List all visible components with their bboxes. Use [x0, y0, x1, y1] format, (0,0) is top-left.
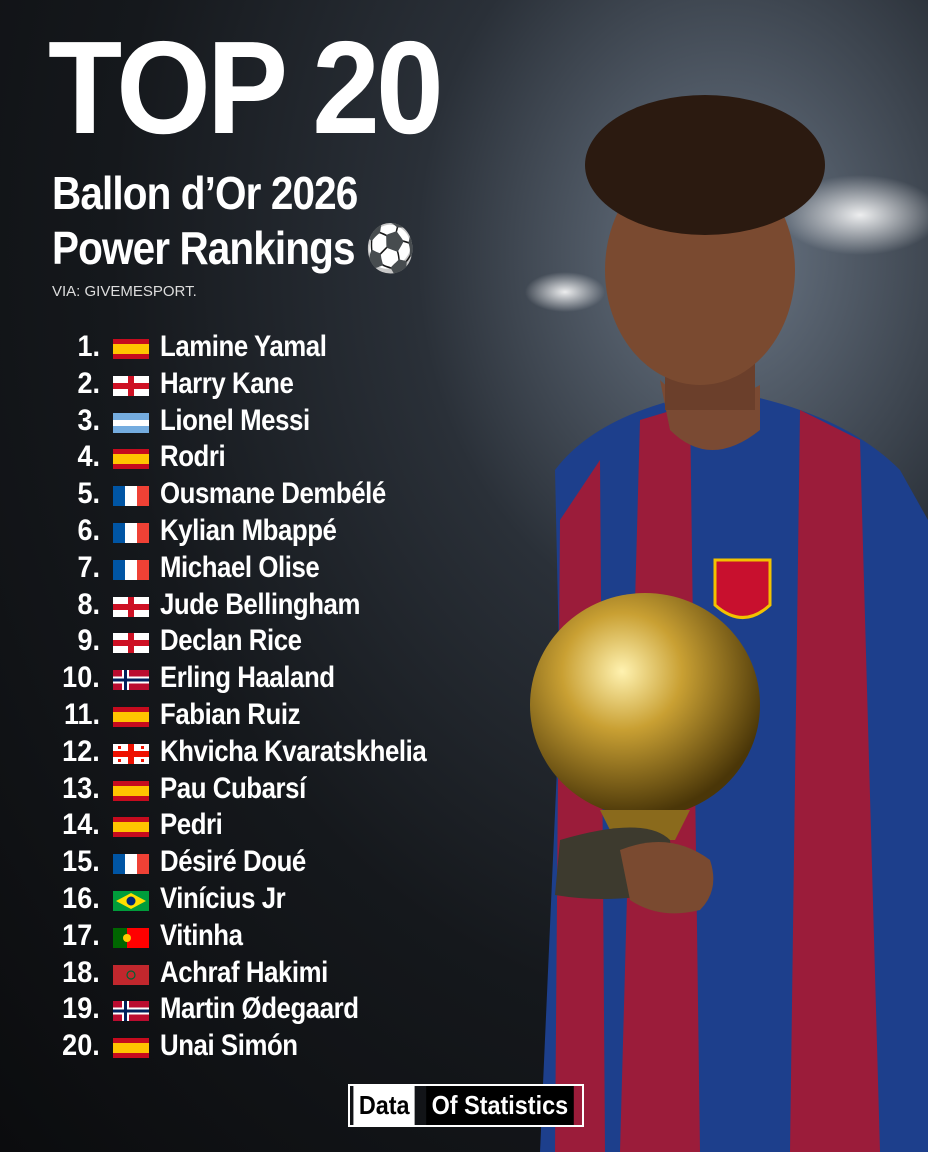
flag-icon — [113, 1038, 149, 1063]
subtitle: Power Rankings ⚽ — [52, 222, 415, 274]
flag-icon — [113, 339, 149, 364]
player-name: Fabian Ruiz — [160, 698, 301, 731]
rank: 20. — [62, 1029, 100, 1063]
flag-icon — [113, 927, 149, 953]
rank: 13. — [62, 771, 100, 805]
subtitle: Ballon d’Or 2026 — [52, 167, 358, 219]
flag-icon — [113, 523, 149, 548]
rank: 17. — [62, 918, 100, 952]
rank: 14. — [62, 808, 100, 842]
flag-icon — [113, 486, 149, 511]
title: TOP 20 — [48, 14, 444, 161]
player-name: Harry Kane — [160, 366, 294, 400]
ranking-row: 15. Désiré Doué — [0, 845, 520, 881]
ranking-row: 12. Khvicha Kvaratskhelia — [0, 735, 520, 771]
rank: 12. — [62, 734, 100, 768]
player-name: Unai Simón — [160, 1029, 298, 1063]
flag-icon — [113, 964, 149, 990]
ranking-row: 7. Michael Olise — [0, 551, 520, 587]
rank: 8. — [77, 587, 100, 621]
ranking-row: 8. Jude Bellingham — [0, 588, 520, 624]
ranking-row: 3. Lionel Messi — [0, 404, 520, 440]
player-name: Vitinha — [160, 918, 243, 952]
flag-icon — [113, 449, 149, 474]
flag-icon — [113, 633, 149, 658]
player-name: Khvicha Kvaratskhelia — [160, 734, 427, 768]
brand-left: Data — [353, 1086, 415, 1125]
flag-icon — [113, 780, 149, 806]
flag-icon — [113, 375, 149, 401]
player-name: Jude Bellingham — [160, 587, 360, 621]
ranking-row: 1. Lamine Yamal — [0, 330, 520, 366]
flag-icon — [113, 743, 149, 769]
ranking-row: 9. Declan Rice — [0, 624, 520, 660]
rank: 7. — [77, 550, 100, 584]
flag-icon — [113, 891, 149, 916]
flag-icon — [113, 817, 149, 842]
player-name: Ousmane Dembélé — [160, 477, 386, 511]
rank: 5. — [77, 477, 100, 511]
rank: 18. — [62, 955, 100, 989]
ranking-row: 18. Achraf Hakimi — [0, 956, 520, 992]
flag-icon — [113, 670, 149, 695]
rank: 1. — [77, 330, 100, 363]
ranking-row: 4. Rodri — [0, 440, 520, 476]
rank: 4. — [77, 440, 100, 474]
rank: 2. — [77, 366, 100, 400]
player-name: Pau Cubarsí — [160, 771, 306, 805]
flag-icon — [113, 707, 149, 732]
player-name: Vinícius Jr — [160, 882, 286, 915]
player-name: Erling Haaland — [160, 661, 335, 695]
source: VIA: GIVEMESPORT. — [52, 283, 197, 300]
ranking-row: 19. Martin Ødegaard — [0, 992, 520, 1028]
flag-icon — [113, 596, 149, 622]
player-name: Achraf Hakimi — [160, 955, 328, 989]
player-name: Lionel Messi — [160, 403, 310, 437]
player-name: Martin Ødegaard — [160, 992, 359, 1026]
brand-badge: Data Of Statistics — [348, 1084, 585, 1127]
rank: 9. — [77, 624, 100, 658]
flag-icon — [113, 559, 149, 585]
ranking-row: 6. Kylian Mbappé — [0, 514, 520, 550]
ranking-row: 11. Fabian Ruiz — [0, 698, 520, 734]
player-name: Rodri — [160, 440, 226, 474]
flag-icon — [113, 412, 149, 438]
ranking-row: 16. Vinícius Jr — [0, 882, 520, 918]
player-name: Désiré Doué — [160, 845, 306, 879]
ranking-row: 10. Erling Haaland — [0, 661, 520, 697]
rank: 11. — [63, 698, 100, 731]
rank: 10. — [62, 661, 100, 695]
ranking-row: 17. Vitinha — [0, 919, 520, 955]
player-name: Michael Olise — [160, 550, 320, 584]
rank: 6. — [77, 514, 100, 547]
brand-right: Of Statistics — [426, 1086, 574, 1125]
flag-icon — [113, 854, 149, 879]
player-name: Pedri — [160, 808, 223, 842]
rank: 16. — [62, 882, 100, 915]
rank: 15. — [62, 845, 100, 879]
flag-icon — [113, 1001, 149, 1026]
player-name: Declan Rice — [160, 624, 302, 658]
rank: 3. — [77, 403, 100, 437]
player-name: Lamine Yamal — [160, 330, 327, 363]
player-name: Kylian Mbappé — [160, 514, 337, 547]
ranking-row: 2. Harry Kane — [0, 367, 520, 403]
ranking-row: 13. Pau Cubarsí — [0, 772, 520, 808]
ranking-row: 20. Unai Simón — [0, 1029, 520, 1065]
ranking-row: 5. Ousmane Dembélé — [0, 477, 520, 513]
ranking-row: 14. Pedri — [0, 808, 520, 844]
rank: 19. — [62, 992, 100, 1026]
